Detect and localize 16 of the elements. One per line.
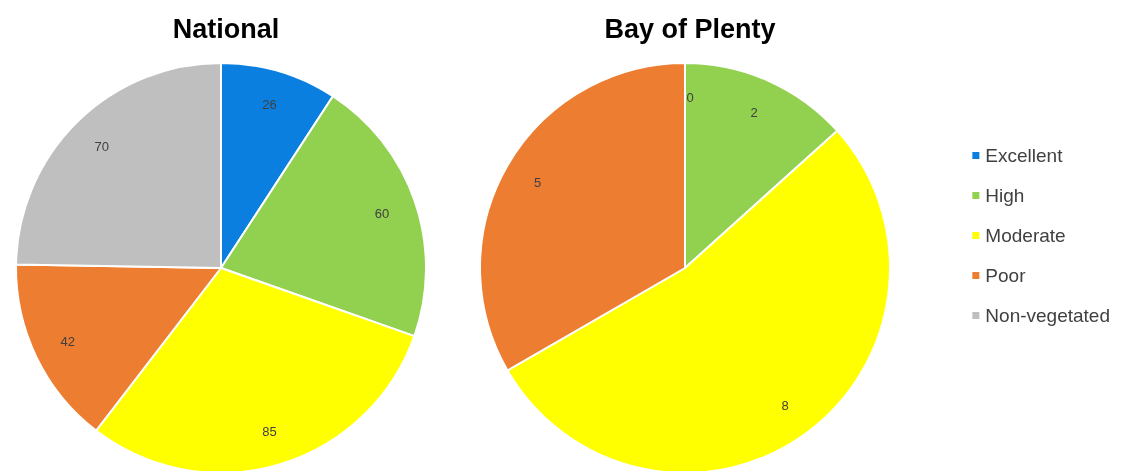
data-label: 8: [781, 398, 789, 414]
text: 0: [686, 90, 694, 106]
data-label: 2: [750, 105, 758, 121]
legend-label: Poor: [985, 265, 1027, 286]
data-label: 5: [534, 175, 542, 191]
legend-label: High: [985, 185, 1025, 206]
chart-title: Bay of Plenty: [604, 13, 776, 44]
legend-label: Moderate: [985, 225, 1066, 246]
legend-label: Excellent: [985, 145, 1064, 166]
data-label: 26: [262, 97, 277, 113]
data-label: 85: [262, 423, 277, 439]
data-label: 42: [60, 334, 75, 350]
data-label: 60: [374, 205, 390, 221]
chart-title: National: [172, 13, 280, 44]
legend-label: Non-vegetated: [985, 305, 1111, 326]
data-label: 70: [94, 139, 109, 155]
